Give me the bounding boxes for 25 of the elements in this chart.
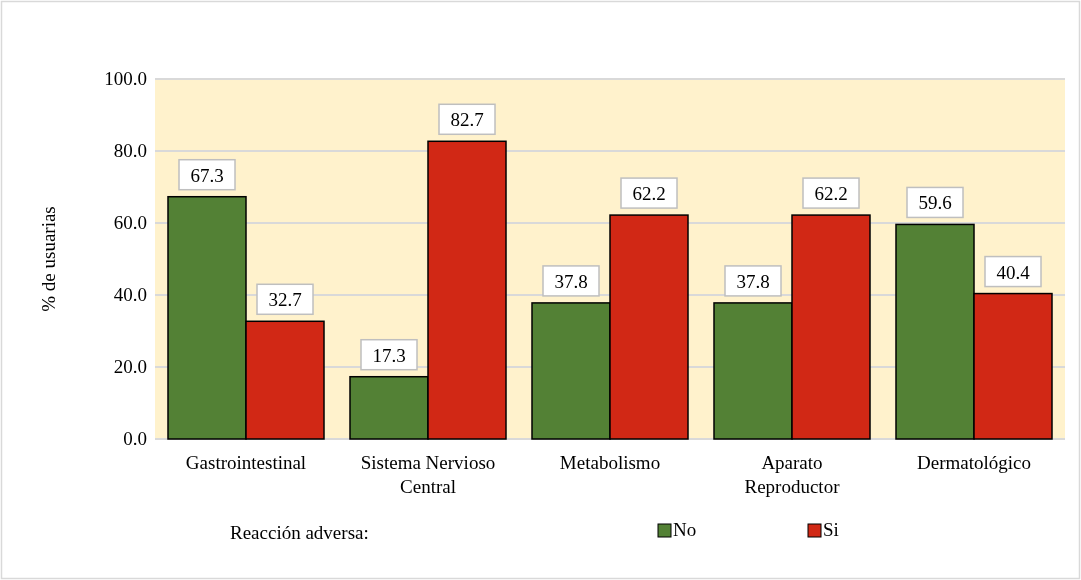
- y-tick-label: 60.0: [113, 212, 147, 233]
- data-label: 67.3: [190, 164, 224, 186]
- data-label: 82.7: [450, 109, 484, 131]
- legend-label: No: [673, 519, 697, 540]
- data-label: 62.2: [814, 183, 848, 205]
- y-axis-title: % de usuarias: [38, 206, 59, 312]
- x-tick-label: Gastrointestinal: [185, 452, 307, 473]
- x-tick-label: Dermatológico: [917, 452, 1031, 473]
- legend-title: Reacción adversa:: [230, 522, 369, 543]
- y-tick-label: 0.0: [123, 428, 147, 449]
- x-tick-label: Aparato Reproductor: [744, 452, 841, 497]
- data-label: 40.4: [996, 261, 1031, 283]
- data-label: 59.6: [918, 192, 952, 214]
- x-tick-label: Sistema Nervioso Central: [360, 452, 496, 497]
- data-label: 62.2: [632, 183, 666, 205]
- y-tick-label: 100.0: [104, 68, 147, 89]
- data-label: 37.8: [736, 270, 770, 292]
- y-tick-label: 80.0: [113, 140, 147, 161]
- legend-label: Si: [823, 519, 839, 540]
- data-label: 37.8: [554, 270, 588, 292]
- data-label: 32.7: [268, 289, 302, 311]
- y-tick-label: 20.0: [113, 356, 147, 377]
- data-label: 17.3: [372, 344, 406, 366]
- y-tick-label: 40.0: [113, 284, 147, 305]
- x-tick-label: Metabolismo: [559, 452, 661, 473]
